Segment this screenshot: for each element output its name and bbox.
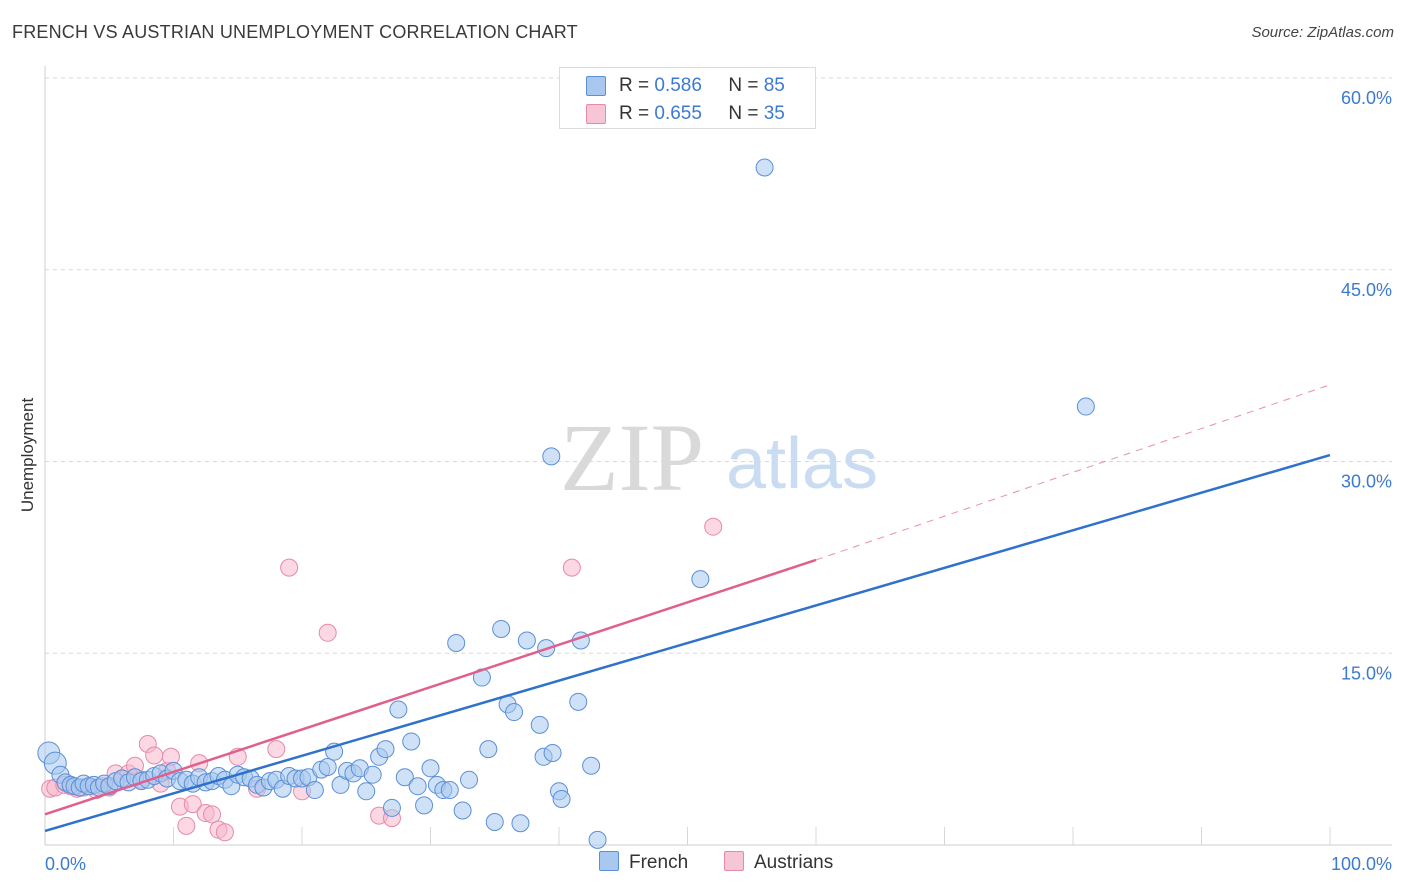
austrian-point — [704, 517, 723, 536]
french-point — [530, 715, 549, 734]
french-point — [357, 782, 376, 801]
austrian-point — [562, 558, 581, 577]
austrian-point — [267, 740, 286, 759]
austrian-point — [145, 746, 164, 765]
legend-r-label: R = — [619, 75, 650, 96]
tick-labels: 15.0% 30.0% 45.0% 60.0% 0.0% 100.0% — [45, 88, 1392, 874]
bottom-legend-swatch-austrians — [724, 850, 744, 871]
watermark-zip: ZIP — [560, 404, 704, 511]
french-point — [479, 740, 498, 759]
french-point — [492, 619, 511, 638]
french-point — [505, 703, 524, 722]
bottom-legend-french[interactable]: French — [599, 850, 689, 876]
french-point — [447, 634, 466, 653]
austrian-point — [177, 816, 196, 835]
austrian-point — [183, 795, 202, 814]
legend-n-label: N = — [728, 103, 759, 124]
french-point — [543, 743, 562, 762]
legend-box: R = 0.586 N = 85 R = 0.655 N = 35 — [559, 67, 816, 129]
french-point — [408, 777, 427, 796]
series-austrians-points — [41, 517, 723, 842]
french-point — [460, 770, 479, 789]
austrian-point — [318, 623, 337, 642]
legend-n-value-french: 85 — [763, 75, 785, 96]
y-tick-label: 45.0% — [1341, 280, 1392, 300]
x-tick-label-min: 0.0% — [45, 854, 86, 874]
legend-n-label: N = — [728, 75, 759, 96]
french-point — [318, 758, 337, 777]
french-point — [582, 756, 601, 775]
austrian-point — [215, 823, 234, 842]
french-point — [389, 700, 408, 719]
french-trend-line — [44, 453, 1331, 833]
french-point — [517, 631, 536, 650]
french-point — [453, 801, 472, 820]
source-credit: Source: ZipAtlas.com — [1251, 24, 1394, 41]
bottom-legend-austrians[interactable]: Austrians — [724, 850, 834, 876]
legend-r-value-french: 0.586 — [654, 75, 702, 96]
french-point — [1076, 397, 1095, 416]
french-point — [305, 781, 324, 800]
bottom-legend-label-austrians: Austrians — [754, 852, 834, 873]
french-point — [395, 768, 414, 787]
french-point — [421, 759, 440, 778]
french-point — [415, 796, 434, 815]
french-point — [552, 789, 571, 808]
series-french-points — [37, 158, 1095, 849]
y-tick-label: 15.0% — [1341, 663, 1392, 683]
french-point — [440, 781, 459, 800]
french-point — [755, 158, 774, 177]
french-point — [485, 812, 504, 831]
french-point — [382, 798, 401, 817]
legend-r-value-austrians: 0.655 — [654, 103, 702, 124]
french-point — [402, 732, 421, 751]
french-point — [569, 692, 588, 711]
austrian-trend-line — [44, 558, 817, 816]
legend-swatch-french — [586, 76, 606, 96]
austrian-trend-extension — [815, 384, 1331, 561]
watermark-atlas: atlas — [726, 424, 878, 504]
legend-swatch-austrians — [586, 104, 606, 124]
watermark: ZIP atlas — [560, 404, 878, 511]
french-point — [588, 830, 607, 849]
austrian-point — [203, 805, 222, 824]
french-point — [376, 740, 395, 759]
bottom-legend-swatch-french — [599, 850, 619, 871]
french-point — [511, 814, 530, 833]
chart-title: FRENCH VS AUSTRIAN UNEMPLOYMENT CORRELAT… — [12, 22, 578, 42]
y-tick-label: 30.0% — [1341, 472, 1392, 492]
y-tick-label: 60.0% — [1341, 88, 1392, 108]
french-point — [363, 765, 382, 784]
axes — [44, 66, 1392, 846]
trend-lines — [44, 384, 1331, 833]
gridlines — [45, 77, 1392, 654]
bottom-legend-label-french: French — [629, 852, 689, 873]
legend-r-label: R = — [619, 103, 650, 124]
legend-n-value-austrians: 35 — [763, 103, 785, 124]
x-tick-label-max: 100.0% — [1331, 854, 1392, 874]
french-point — [691, 570, 710, 589]
austrian-point — [280, 558, 299, 577]
french-point — [542, 447, 561, 466]
